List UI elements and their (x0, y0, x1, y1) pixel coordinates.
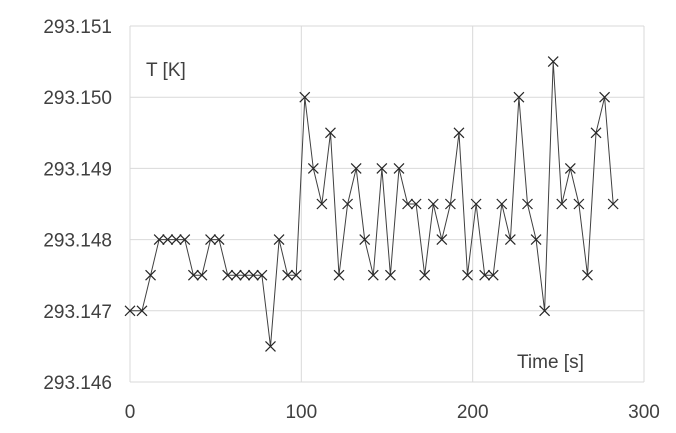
data-point-marker (179, 234, 191, 246)
data-point-marker (239, 269, 251, 281)
data-point-marker (230, 269, 242, 281)
y-tick-label: 293.149 (43, 159, 112, 180)
x-tick-label: 300 (628, 402, 660, 423)
data-point-marker (402, 198, 413, 210)
data-point-marker (385, 269, 396, 281)
data-point-marker (582, 269, 593, 281)
data-point-marker (462, 269, 473, 281)
data-point-marker (470, 198, 482, 210)
data-point-marker (410, 198, 422, 210)
y-tick-label: 293.147 (43, 302, 112, 323)
data-point-marker (273, 234, 285, 246)
data-point-marker (359, 234, 371, 246)
data-point-marker (205, 234, 216, 246)
data-point-marker (444, 198, 456, 210)
data-point-marker (599, 91, 611, 103)
data-point-marker (299, 91, 311, 103)
data-point-marker (427, 198, 439, 210)
x-axis-title: Time [s] (517, 352, 584, 373)
data-point-marker (290, 269, 302, 281)
data-point-marker (325, 127, 336, 139)
data-point-marker (479, 269, 491, 281)
data-point-marker (419, 269, 431, 281)
y-axis-tick-labels: 293.146 293.147 293.148 293.149 293.150 293.1… (43, 17, 112, 394)
data-point-marker (187, 269, 199, 281)
data-point-marker (393, 162, 405, 174)
data-point-marker (247, 269, 259, 281)
data-point-marker (162, 234, 174, 246)
x-axis-tick-labels: 0 100 200 300 (125, 402, 660, 423)
data-point-marker (436, 234, 448, 246)
data-point-marker (265, 340, 276, 352)
data-point-marker (316, 198, 328, 210)
data-point-marker (222, 269, 234, 281)
data-point-marker (522, 198, 533, 210)
y-tick-label: 293.151 (43, 17, 112, 38)
data-point-marker (342, 198, 354, 210)
data-point-marker (376, 162, 388, 174)
data-point-marker (496, 198, 508, 210)
data-point-marker (573, 198, 585, 210)
data-point-marker (124, 305, 136, 317)
data-point-marker (170, 234, 182, 246)
x-tick-label: 100 (285, 402, 317, 423)
data-point-marker (213, 234, 225, 246)
data-point-marker (530, 234, 542, 246)
data-point-marker (136, 305, 148, 317)
y-axis-title: T [K] (146, 60, 186, 81)
data-point-marker (504, 234, 516, 246)
data-markers (124, 56, 619, 352)
data-point-marker (333, 269, 345, 281)
x-tick-label: 0 (125, 402, 136, 423)
data-point-marker (196, 269, 208, 281)
y-tick-label: 293.146 (43, 373, 112, 394)
data-point-marker (590, 127, 602, 139)
data-point-marker (350, 162, 362, 174)
data-point-marker (539, 305, 551, 317)
data-point-marker (453, 127, 465, 139)
data-point-marker (153, 234, 165, 246)
data-point-marker (547, 56, 559, 68)
data-point-marker (487, 269, 499, 281)
data-point-marker (607, 198, 619, 210)
data-point-marker (282, 269, 294, 281)
data-point-marker (556, 198, 568, 210)
data-point-marker (564, 162, 576, 174)
data-point-marker (307, 162, 319, 174)
y-tick-label: 293.150 (43, 88, 112, 109)
data-point-marker (145, 269, 156, 281)
y-tick-label: 293.148 (43, 231, 112, 252)
data-point-marker (513, 91, 525, 103)
data-point-marker (256, 269, 268, 281)
x-tick-label: 200 (457, 402, 489, 423)
data-point-marker (367, 269, 379, 281)
